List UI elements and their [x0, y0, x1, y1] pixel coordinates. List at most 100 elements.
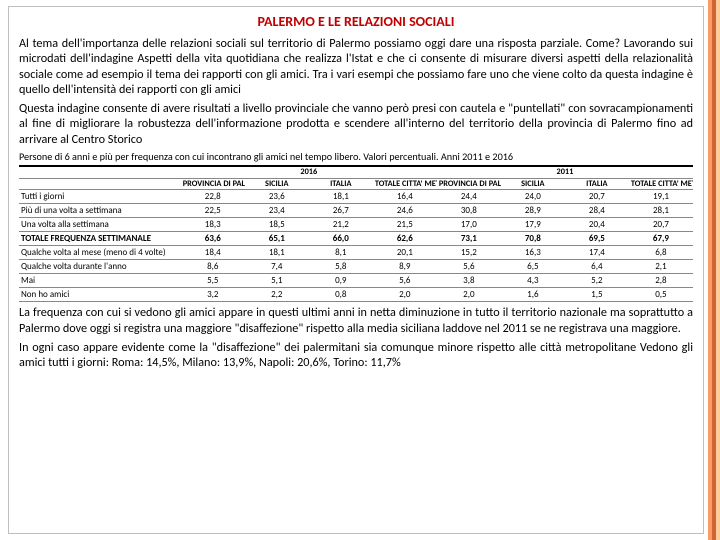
- cell-value: 18,4: [181, 246, 245, 260]
- cell-value: 0,5: [629, 288, 693, 302]
- cell-value: 24,4: [437, 190, 501, 204]
- cell-value: 24,0: [501, 190, 565, 204]
- cell-value: 2,0: [373, 288, 437, 302]
- cell-value: 62,6: [373, 232, 437, 246]
- table-group-header-row: PROVINCIA DI PALERMO SICILIA ITALIA TOTA…: [19, 178, 693, 190]
- col-head: TOTALE CITTA' METROPOLITANE: [629, 178, 693, 190]
- cell-value: 1,5: [565, 288, 629, 302]
- cell-value: 26,7: [309, 204, 373, 218]
- cell-value: 8,1: [309, 246, 373, 260]
- cell-value: 17,0: [437, 218, 501, 232]
- table-row: Mai5,55,10,95,63,84,35,22,8: [19, 274, 693, 288]
- cell-value: 17,9: [501, 218, 565, 232]
- table-caption: Persone di 6 anni e più per frequenza co…: [19, 151, 693, 163]
- cell-value: 17,4: [565, 246, 629, 260]
- cell-value: 3,8: [437, 274, 501, 288]
- cell-value: 73,1: [437, 232, 501, 246]
- cell-value: 5,6: [437, 260, 501, 274]
- cell-value: 0,8: [309, 288, 373, 302]
- cell-value: 5,2: [565, 274, 629, 288]
- decorative-right-stripe: [708, 0, 720, 540]
- col-head: SICILIA: [501, 178, 565, 190]
- cell-value: 24,6: [373, 204, 437, 218]
- row-label: Più di una volta a settimana: [19, 204, 181, 218]
- table-row: Una volta alla settimana18,318,521,221,5…: [19, 218, 693, 232]
- cell-value: 8,6: [181, 260, 245, 274]
- cell-value: 6,8: [629, 246, 693, 260]
- cell-value: 19,1: [629, 190, 693, 204]
- cell-value: 30,8: [437, 204, 501, 218]
- table-row: Tutti i giorni22,823,618,116,424,424,020…: [19, 190, 693, 204]
- paragraph-4: In ogni caso appare evidente come la "di…: [19, 340, 693, 371]
- col-head: ITALIA: [565, 178, 629, 190]
- cell-value: 23,4: [245, 204, 309, 218]
- paragraph-3: La frequenza con cui si vedono gli amici…: [19, 305, 693, 336]
- slide-title: PALERMO E LE RELAZIONI SOCIALI: [19, 13, 693, 30]
- table-row: Qualche volta al mese (meno di 4 volte)1…: [19, 246, 693, 260]
- cell-value: 28,4: [565, 204, 629, 218]
- cell-value: 2,0: [437, 288, 501, 302]
- cell-value: 66,0: [309, 232, 373, 246]
- col-head: SICILIA: [245, 178, 309, 190]
- cell-value: 18,5: [245, 218, 309, 232]
- cell-value: 21,2: [309, 218, 373, 232]
- cell-value: 22,8: [181, 190, 245, 204]
- cell-value: 6,5: [501, 260, 565, 274]
- row-label: Una volta alla settimana: [19, 218, 181, 232]
- cell-value: 21,5: [373, 218, 437, 232]
- cell-value: 6,4: [565, 260, 629, 274]
- cell-value: 18,3: [181, 218, 245, 232]
- cell-value: 3,2: [181, 288, 245, 302]
- col-head: PROVINCIA DI PALERMO: [181, 178, 245, 190]
- table-row: Più di una volta a settimana22,523,426,7…: [19, 204, 693, 218]
- table-year-row: 2016 2011: [19, 166, 693, 178]
- year-2016: 2016: [181, 166, 437, 178]
- cell-value: 20,7: [565, 190, 629, 204]
- cell-value: 2,8: [629, 274, 693, 288]
- cell-value: 5,8: [309, 260, 373, 274]
- cell-value: 18,1: [309, 190, 373, 204]
- cell-value: 16,4: [373, 190, 437, 204]
- cell-value: 22,5: [181, 204, 245, 218]
- cell-value: 28,9: [501, 204, 565, 218]
- cell-value: 65,1: [245, 232, 309, 246]
- col-head: TOTALE CITTA' METROPOLITANE: [373, 178, 437, 190]
- paragraph-2: Questa indagine consente di avere risult…: [19, 101, 693, 147]
- cell-value: 63,6: [181, 232, 245, 246]
- cell-value: 69,5: [565, 232, 629, 246]
- row-label: Mai: [19, 274, 181, 288]
- cell-value: 15,2: [437, 246, 501, 260]
- cell-value: 8,9: [373, 260, 437, 274]
- cell-value: 7,4: [245, 260, 309, 274]
- data-table: 2016 2011 PROVINCIA DI PALERMO SICILIA I…: [19, 165, 693, 302]
- row-label: Tutti i giorni: [19, 190, 181, 204]
- cell-value: 2,2: [245, 288, 309, 302]
- table-row: TOTALE FREQUENZA SETTIMANALE63,665,166,0…: [19, 232, 693, 246]
- col-head: ITALIA: [309, 178, 373, 190]
- row-label: Non ho amici: [19, 288, 181, 302]
- row-label: TOTALE FREQUENZA SETTIMANALE: [19, 232, 181, 246]
- year-2011: 2011: [437, 166, 693, 178]
- cell-value: 67,9: [629, 232, 693, 246]
- cell-value: 18,1: [245, 246, 309, 260]
- row-label: Qualche volta durante l'anno: [19, 260, 181, 274]
- cell-value: 5,5: [181, 274, 245, 288]
- cell-value: 4,3: [501, 274, 565, 288]
- table-row: Qualche volta durante l'anno8,67,45,88,9…: [19, 260, 693, 274]
- col-head: PROVINCIA DI PALERMO: [437, 178, 501, 190]
- table-row: Non ho amici3,22,20,82,02,01,61,50,5: [19, 288, 693, 302]
- cell-value: 28,1: [629, 204, 693, 218]
- slide-frame: PALERMO E LE RELAZIONI SOCIALI Al tema d…: [8, 6, 704, 534]
- cell-value: 20,4: [565, 218, 629, 232]
- cell-value: 20,1: [373, 246, 437, 260]
- row-label: Qualche volta al mese (meno di 4 volte): [19, 246, 181, 260]
- cell-value: 5,1: [245, 274, 309, 288]
- cell-value: 20,7: [629, 218, 693, 232]
- cell-value: 2,1: [629, 260, 693, 274]
- cell-value: 1,6: [501, 288, 565, 302]
- cell-value: 23,6: [245, 190, 309, 204]
- cell-value: 70,8: [501, 232, 565, 246]
- cell-value: 0,9: [309, 274, 373, 288]
- cell-value: 5,6: [373, 274, 437, 288]
- paragraph-1: Al tema dell'importanza delle relazioni …: [19, 36, 693, 97]
